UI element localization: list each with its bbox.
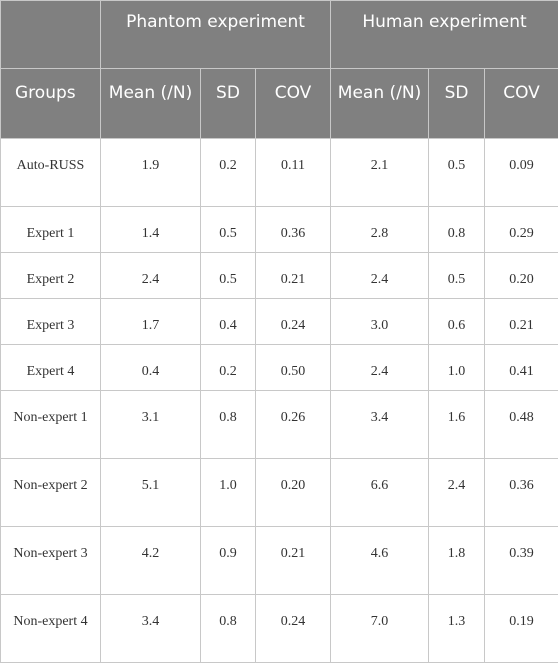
table-body: Auto-RUSS 1.9 0.2 0.11 2.1 0.5 0.09 Expe…: [0, 138, 558, 663]
phantom-sd-cell: 0.5: [200, 206, 256, 253]
phantom-cov-cell: 0.20: [254, 458, 332, 527]
human-sd-cell: 0.8: [428, 206, 486, 253]
phantom-sd-cell: 0.5: [200, 252, 256, 299]
phantom-sd-cell: 0.2: [200, 138, 256, 207]
human-cov-cell: 0.20: [484, 252, 558, 299]
human-cov-cell: 0.29: [484, 206, 558, 253]
human-sd-cell: 1.6: [428, 390, 486, 459]
group-cell: Non-expert 2: [0, 458, 101, 527]
table-row: Expert 3 1.7 0.4 0.24 3.0 0.6 0.21: [0, 298, 558, 345]
table-row: Expert 4 0.4 0.2 0.50 2.4 1.0 0.41: [0, 344, 558, 391]
phantom-mean-cell: 2.4: [100, 252, 201, 299]
group-cell: Non-expert 3: [0, 526, 101, 595]
phantom-mean-cell: 5.1: [100, 458, 201, 527]
human-mean-cell: 3.4: [330, 390, 430, 459]
header-groups: Groups: [0, 68, 101, 139]
group-cell: Expert 1: [0, 206, 101, 253]
phantom-cov-cell: 0.36: [254, 206, 332, 253]
human-sd-cell: 2.4: [428, 458, 486, 527]
human-mean-cell: 7.0: [330, 594, 430, 663]
phantom-cov-cell: 0.11: [254, 138, 332, 207]
human-sd-cell: 0.5: [428, 138, 486, 207]
header-phantom-mean: Mean (/N): [100, 68, 201, 139]
group-cell: Non-expert 4: [0, 594, 101, 663]
phantom-mean-cell: 1.4: [100, 206, 201, 253]
phantom-cov-cell: 0.50: [254, 344, 332, 391]
human-sd-cell: 0.5: [428, 252, 486, 299]
table-row: Non-expert 3 4.2 0.9 0.21 4.6 1.8 0.39: [0, 526, 558, 595]
table-row: Expert 1 1.4 0.5 0.36 2.8 0.8 0.29: [0, 206, 558, 253]
human-cov-cell: 0.41: [484, 344, 558, 391]
human-cov-cell: 0.39: [484, 526, 558, 595]
human-mean-cell: 6.6: [330, 458, 430, 527]
header-human-mean: Mean (/N): [330, 68, 430, 139]
human-mean-cell: 2.8: [330, 206, 430, 253]
human-mean-cell: 4.6: [330, 526, 430, 595]
group-cell: Expert 4: [0, 344, 101, 391]
header-group-row: Phantom experiment Human experiment: [0, 0, 558, 69]
human-cov-cell: 0.48: [484, 390, 558, 459]
phantom-cov-cell: 0.24: [254, 594, 332, 663]
phantom-sd-cell: 1.0: [200, 458, 256, 527]
header-phantom-cov: COV: [254, 68, 332, 139]
phantom-sd-cell: 0.8: [200, 390, 256, 459]
human-cov-cell: 0.09: [484, 138, 558, 207]
table-header: Phantom experiment Human experiment Grou…: [0, 0, 558, 139]
header-human-sd: SD: [428, 68, 486, 139]
phantom-cov-cell: 0.26: [254, 390, 332, 459]
header-human-cov: COV: [484, 68, 558, 139]
group-cell: Expert 2: [0, 252, 101, 299]
table-row: Non-expert 4 3.4 0.8 0.24 7.0 1.3 0.19: [0, 594, 558, 663]
human-sd-cell: 1.8: [428, 526, 486, 595]
phantom-sd-cell: 0.4: [200, 298, 256, 345]
phantom-mean-cell: 0.4: [100, 344, 201, 391]
table-row: Expert 2 2.4 0.5 0.21 2.4 0.5 0.20: [0, 252, 558, 299]
human-cov-cell: 0.36: [484, 458, 558, 527]
header-phantom-sd: SD: [200, 68, 256, 139]
phantom-mean-cell: 4.2: [100, 526, 201, 595]
header-column-row: Groups Mean (/N) SD COV Mean (/N) SD COV: [0, 68, 558, 139]
human-mean-cell: 3.0: [330, 298, 430, 345]
group-cell: Expert 3: [0, 298, 101, 345]
table-row: Non-expert 1 3.1 0.8 0.26 3.4 1.6 0.48: [0, 390, 558, 459]
table-row: Non-expert 2 5.1 1.0 0.20 6.6 2.4 0.36: [0, 458, 558, 527]
phantom-mean-cell: 3.1: [100, 390, 201, 459]
human-cov-cell: 0.19: [484, 594, 558, 663]
header-phantom-experiment: Phantom experiment: [99, 0, 332, 69]
header-empty-cell: [0, 0, 101, 69]
group-cell: Auto-RUSS: [0, 138, 101, 207]
human-sd-cell: 1.0: [428, 344, 486, 391]
human-sd-cell: 1.3: [428, 594, 486, 663]
phantom-sd-cell: 0.9: [200, 526, 256, 595]
human-sd-cell: 0.6: [428, 298, 486, 345]
phantom-cov-cell: 0.21: [254, 252, 332, 299]
human-cov-cell: 0.21: [484, 298, 558, 345]
phantom-sd-cell: 0.8: [200, 594, 256, 663]
group-cell: Non-expert 1: [0, 390, 101, 459]
human-mean-cell: 2.1: [330, 138, 430, 207]
phantom-mean-cell: 1.7: [100, 298, 201, 345]
phantom-mean-cell: 1.9: [100, 138, 201, 207]
phantom-mean-cell: 3.4: [100, 594, 201, 663]
human-mean-cell: 2.4: [330, 252, 430, 299]
phantom-cov-cell: 0.24: [254, 298, 332, 345]
table-row: Auto-RUSS 1.9 0.2 0.11 2.1 0.5 0.09: [0, 138, 558, 207]
human-mean-cell: 2.4: [330, 344, 430, 391]
phantom-cov-cell: 0.21: [254, 526, 332, 595]
phantom-sd-cell: 0.2: [200, 344, 256, 391]
header-human-experiment: Human experiment: [330, 0, 558, 69]
